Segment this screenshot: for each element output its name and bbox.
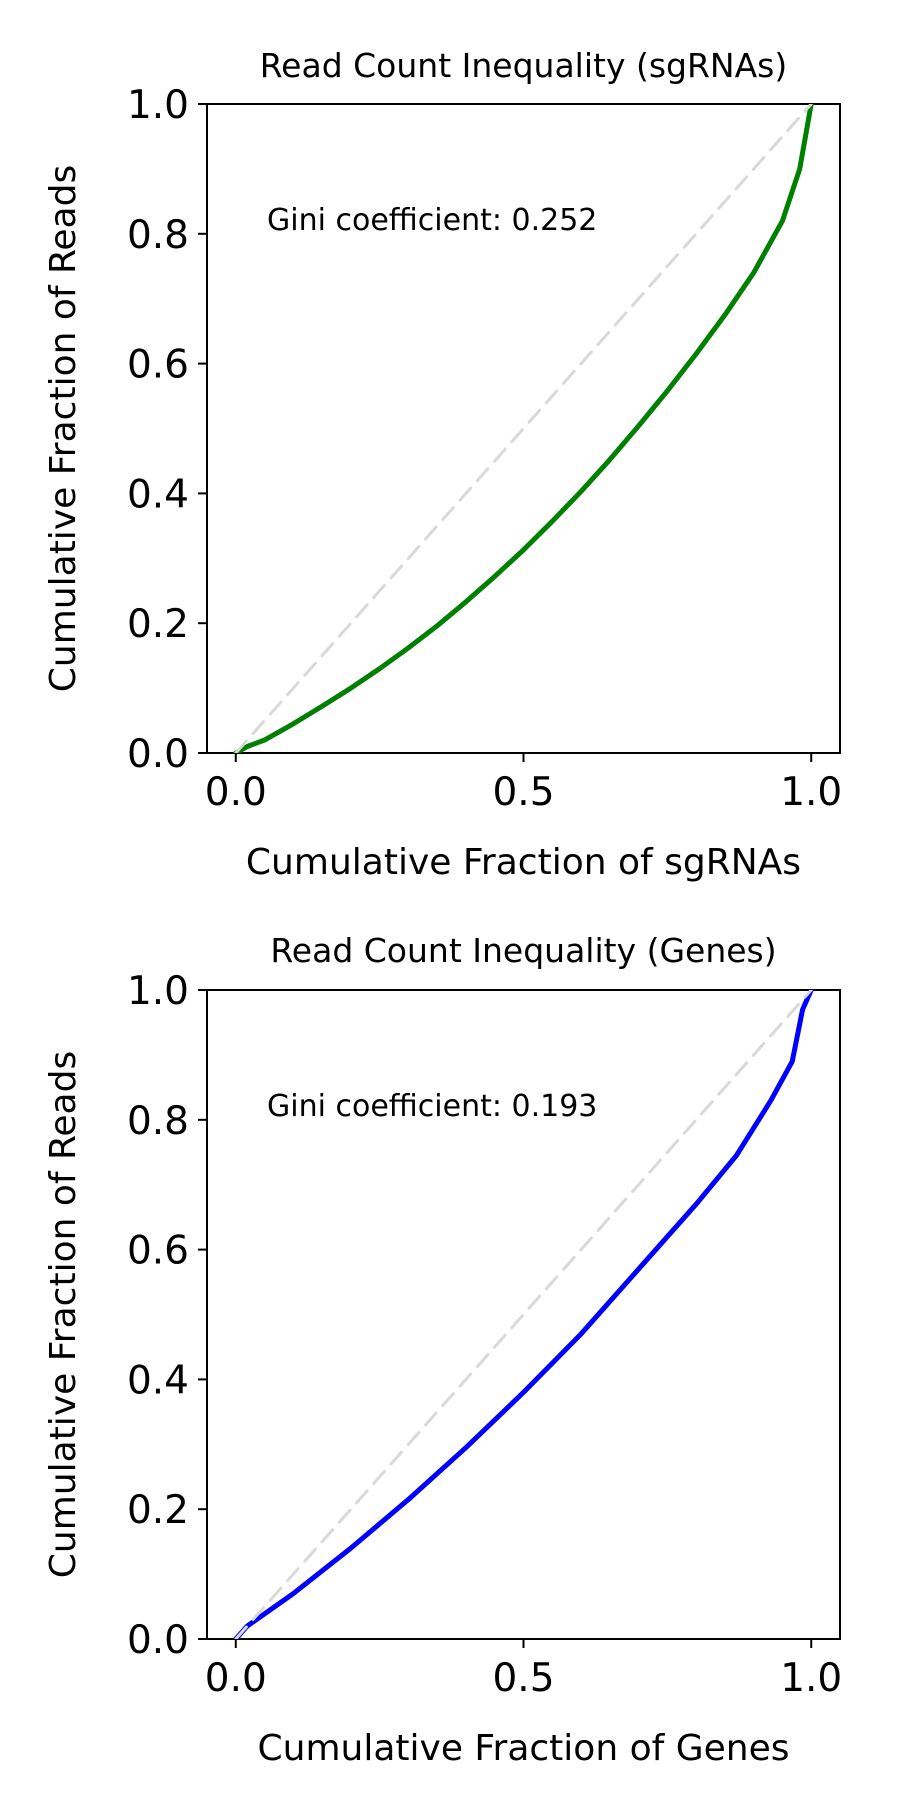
x-axis-label: Cumulative Fraction of sgRNAs bbox=[246, 842, 801, 883]
x-tick-label: 1.0 bbox=[780, 1656, 842, 1701]
x-tick-label: 0.5 bbox=[492, 1656, 554, 1701]
y-tick-label: 0.6 bbox=[127, 343, 189, 388]
equality-line bbox=[234, 990, 813, 1639]
y-tick-label: 0.6 bbox=[127, 1229, 189, 1274]
chart-title: Read Count Inequality (Genes) bbox=[270, 931, 776, 970]
gini-annotation: Gini coefficient: 0.193 bbox=[267, 1089, 597, 1124]
x-tick-label: 0.0 bbox=[205, 770, 267, 815]
y-axis-label: Cumulative Fraction of Reads bbox=[43, 165, 84, 692]
x-tick-label: 0.5 bbox=[492, 770, 554, 815]
y-tick-label: 0.0 bbox=[127, 732, 189, 777]
y-tick-label: 0.8 bbox=[127, 213, 189, 258]
y-tick-label: 0.4 bbox=[127, 1358, 189, 1403]
y-tick-label: 0.0 bbox=[127, 1618, 189, 1663]
gini-annotation: Gini coefficient: 0.252 bbox=[267, 203, 597, 238]
chart-panel-1: Read Count Inequality (sgRNAs) 0.0 0.2 0.4 0… bbox=[43, 46, 842, 883]
lorenz-curve-line bbox=[233, 990, 814, 1639]
y-axis-label: Cumulative Fraction of Reads bbox=[43, 1051, 84, 1578]
lorenz-curve-line bbox=[233, 104, 814, 753]
plot-frame bbox=[206, 103, 841, 754]
y-tick-label: 0.2 bbox=[127, 1488, 189, 1533]
y-tick-label: 1.0 bbox=[127, 83, 189, 128]
y-tick-label: 0.4 bbox=[127, 472, 189, 517]
x-axis-label: Cumulative Fraction of Genes bbox=[258, 1728, 790, 1769]
y-tick-label: 0.2 bbox=[127, 602, 189, 647]
chart-title: Read Count Inequality (sgRNAs) bbox=[260, 46, 788, 85]
plot-frame bbox=[206, 989, 841, 1640]
equality-line bbox=[234, 104, 813, 753]
x-tick-label: 0.0 bbox=[205, 1656, 267, 1701]
chart-panel-2: Read Count Inequality (Genes) 0.0 0.2 0.4 0.… bbox=[43, 931, 842, 1769]
y-tick-label: 1.0 bbox=[127, 969, 189, 1014]
x-tick-label: 1.0 bbox=[780, 770, 842, 815]
y-tick-label: 0.8 bbox=[127, 1099, 189, 1144]
